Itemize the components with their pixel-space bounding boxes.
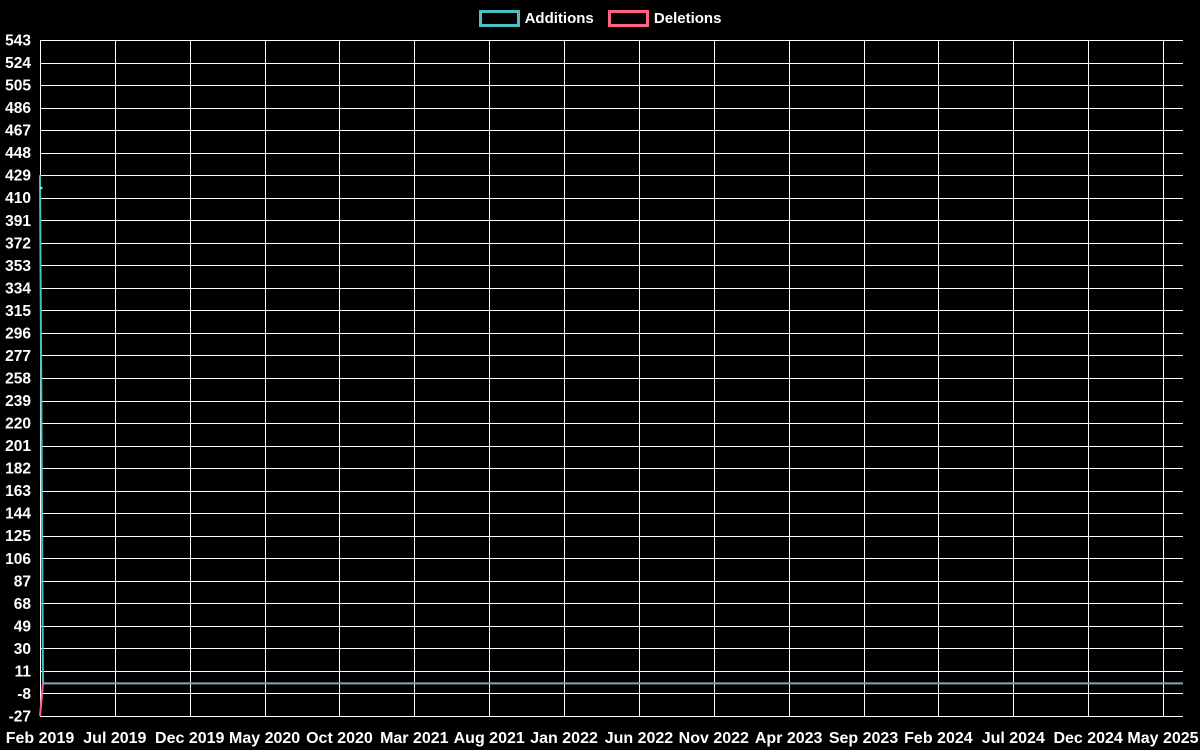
svg-text:Jan 2022: Jan 2022	[530, 730, 598, 747]
svg-text:505: 505	[5, 78, 31, 95]
svg-text:277: 277	[5, 348, 31, 365]
svg-text:258: 258	[5, 371, 31, 388]
svg-text:524: 524	[5, 55, 31, 72]
svg-text:448: 448	[5, 145, 31, 162]
svg-text:163: 163	[5, 483, 31, 500]
svg-text:Dec 2024: Dec 2024	[1053, 730, 1122, 747]
svg-text:296: 296	[5, 325, 31, 342]
svg-text:Jul 2019: Jul 2019	[83, 730, 146, 747]
svg-text:Jun 2022: Jun 2022	[605, 730, 674, 747]
svg-text:486: 486	[5, 100, 31, 117]
svg-text:391: 391	[5, 213, 31, 230]
svg-text:87: 87	[14, 573, 31, 590]
svg-text:68: 68	[14, 596, 32, 613]
svg-text:144: 144	[5, 506, 31, 523]
svg-text:Oct 2020: Oct 2020	[306, 730, 373, 747]
svg-text:Feb 2024: Feb 2024	[904, 730, 973, 747]
svg-text:372: 372	[5, 235, 31, 252]
svg-text:30: 30	[14, 641, 31, 658]
svg-text:125: 125	[5, 528, 31, 545]
svg-text:-27: -27	[9, 709, 31, 726]
svg-text:182: 182	[5, 461, 31, 478]
svg-text:220: 220	[5, 416, 31, 433]
svg-text:Nov 2022: Nov 2022	[679, 730, 749, 747]
svg-text:315: 315	[5, 303, 31, 320]
svg-text:353: 353	[5, 258, 31, 275]
svg-text:May 2020: May 2020	[229, 730, 300, 747]
svg-text:-8: -8	[17, 686, 31, 703]
svg-text:410: 410	[5, 190, 31, 207]
svg-text:Dec 2019: Dec 2019	[155, 730, 224, 747]
svg-text:Sep 2023: Sep 2023	[829, 730, 898, 747]
svg-text:11: 11	[15, 663, 32, 680]
svg-text:467: 467	[5, 123, 31, 140]
svg-text:429: 429	[5, 168, 31, 185]
svg-text:Aug 2021: Aug 2021	[454, 730, 525, 747]
svg-text:Feb 2019: Feb 2019	[6, 730, 75, 747]
svg-text:May 2025: May 2025	[1127, 730, 1198, 747]
svg-text:106: 106	[5, 551, 31, 568]
svg-text:49: 49	[14, 618, 32, 635]
svg-text:334: 334	[5, 280, 31, 297]
svg-text:543: 543	[5, 33, 31, 50]
svg-text:201: 201	[5, 438, 31, 455]
svg-text:Apr 2023: Apr 2023	[755, 730, 823, 747]
svg-text:Mar 2021: Mar 2021	[380, 730, 449, 747]
svg-text:239: 239	[5, 393, 31, 410]
svg-text:Jul 2024: Jul 2024	[982, 730, 1045, 747]
